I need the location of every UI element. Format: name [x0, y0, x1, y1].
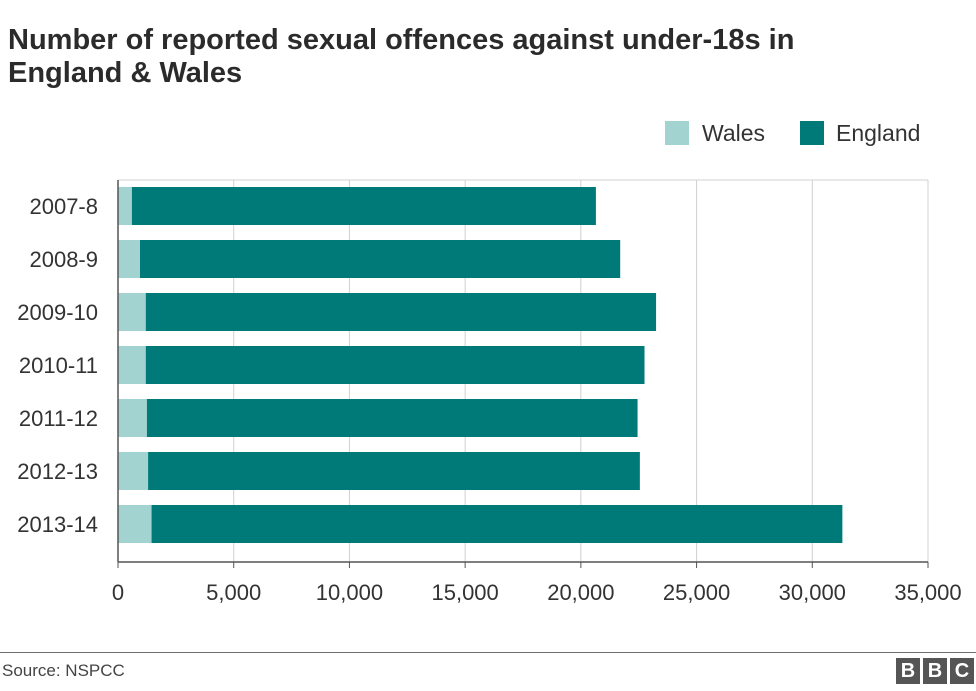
bar-wales [118, 293, 146, 331]
y-category-label: 2009-10 [17, 300, 98, 325]
x-tick-label: 10,000 [316, 580, 383, 605]
bar-wales [118, 240, 140, 278]
chart-title: Number of reported sexual offences again… [8, 24, 908, 90]
bar-england [146, 399, 638, 437]
bar-wales [118, 399, 147, 437]
bar-wales [118, 505, 152, 543]
bar-wales [118, 346, 146, 384]
chart-title-line-1: Number of reported sexual offences again… [8, 24, 795, 56]
bbc-logo-block: B [923, 658, 947, 684]
x-tick-label: 15,000 [431, 580, 498, 605]
y-category-label: 2012-13 [17, 459, 98, 484]
bar-england [131, 187, 596, 225]
y-category-label: 2011-12 [19, 406, 98, 431]
y-category-label: 2013-14 [17, 512, 98, 537]
bar-england [145, 346, 645, 384]
axes [117, 180, 929, 568]
chart-title-line-2: England & Wales [8, 57, 243, 89]
x-tick-label: 20,000 [547, 580, 614, 605]
bar-england [145, 293, 657, 331]
x-tick-label: 25,000 [663, 580, 730, 605]
bbc-logo: B B C [896, 658, 974, 684]
y-category-label: 2008-9 [29, 247, 98, 272]
bar-chart: Wales England 2007-82008-92009-102010-112… [17, 120, 962, 605]
x-tick-label: 30,000 [779, 580, 846, 605]
legend-swatch-wales [665, 121, 689, 145]
y-category-label: 2007-8 [29, 194, 98, 219]
legend-label-england: England [836, 120, 920, 146]
x-tick-label: 5,000 [206, 580, 261, 605]
legend: Wales England [665, 120, 920, 146]
bar-wales [118, 187, 132, 225]
bar-england [139, 240, 621, 278]
x-tick-label: 35,000 [894, 580, 961, 605]
x-tick-label: 0 [112, 580, 124, 605]
y-category-label: 2010-11 [19, 353, 98, 378]
legend-label-wales: Wales [702, 120, 765, 146]
bar-england [151, 505, 843, 543]
bbc-logo-block: B [896, 658, 920, 684]
x-axis-labels: 0 5,000 10,000 15,000 20,000 25,000 30,000 35,0… [112, 580, 962, 605]
legend-swatch-england [800, 121, 824, 145]
bar-england [148, 452, 640, 490]
source-note: Source: NSPCC [2, 661, 125, 680]
bars [118, 187, 843, 543]
y-axis-labels: 2007-8 2008-9 2009-10 2010-11 2011-12 2012-13… [17, 194, 98, 537]
footer-divider [0, 652, 976, 653]
bar-wales [118, 452, 149, 490]
bbc-logo-block: C [950, 658, 974, 684]
